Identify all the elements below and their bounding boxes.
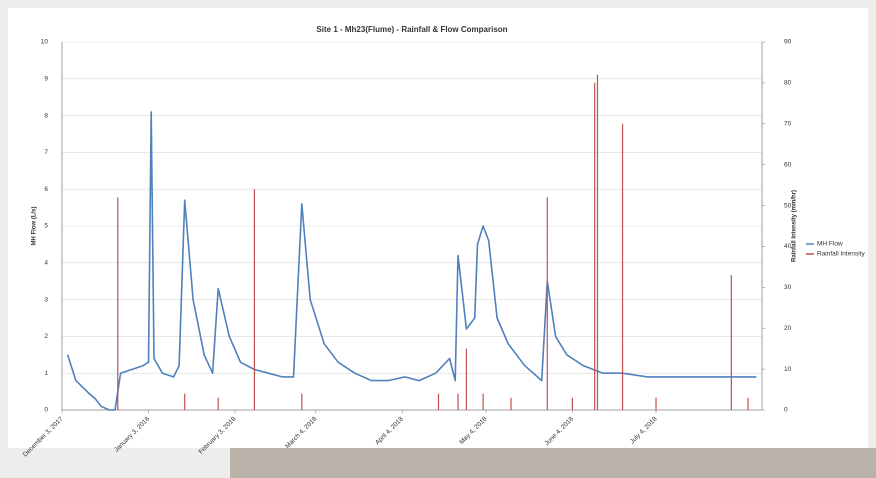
y-tick-label: 2 <box>44 333 48 340</box>
y-tick-label: 9 <box>44 76 48 83</box>
y2-tick-label: 20 <box>784 325 792 332</box>
y-tick-label: 0 <box>44 407 48 414</box>
y-tick-label: 6 <box>44 186 48 193</box>
flow-line <box>66 111 757 411</box>
y2-tick-label: 60 <box>784 161 792 168</box>
y-tick-label: 4 <box>44 260 48 267</box>
chart-title: Site 1 - Mh23(Flume) - Rainfall & Flow C… <box>316 25 507 34</box>
y-tick-label: 1 <box>44 370 48 377</box>
y-tick-label: 5 <box>44 223 48 230</box>
legend-label: MH Flow <box>817 241 843 248</box>
photo-strip <box>230 448 876 478</box>
y2-tick-label: 30 <box>784 284 792 291</box>
y2-tick-label: 70 <box>784 120 792 127</box>
y-tick-label: 8 <box>44 112 48 119</box>
y2-tick-label: 50 <box>784 202 792 209</box>
chart-area <box>8 8 868 448</box>
y-tick-label: 10 <box>41 39 49 46</box>
y2-tick-label: 80 <box>784 80 792 87</box>
y2-axis-label: Rainfall Intensity (mm/hr) <box>792 190 798 262</box>
y-axis-label: MH Flow (L/s) <box>32 207 38 246</box>
y2-tick-label: 0 <box>784 407 788 414</box>
y-tick-label: 3 <box>44 296 48 303</box>
legend-label: Rainfall Intensity <box>817 251 865 258</box>
y2-tick-label: 40 <box>784 243 792 250</box>
y2-tick-label: 10 <box>784 366 792 373</box>
y2-tick-label: 90 <box>784 39 792 46</box>
y-tick-label: 7 <box>44 149 48 156</box>
